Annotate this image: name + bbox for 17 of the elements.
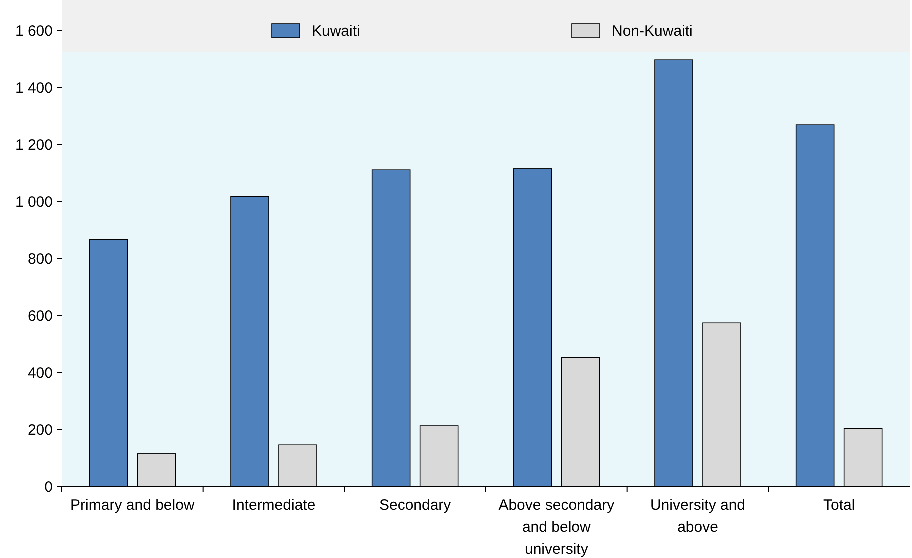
y-tick-label: 200	[28, 422, 53, 439]
y-tick-label: 400	[28, 365, 53, 382]
legend-label: Kuwaiti	[312, 23, 360, 40]
y-tick-label: 800	[28, 251, 53, 268]
y-tick-label: 1 400	[15, 80, 53, 97]
x-tick-label: Primary and below	[70, 497, 195, 514]
x-tick-label: University and above	[650, 497, 746, 536]
x-tick-label: Secondary	[379, 497, 452, 514]
y-tick-label: 1 600	[15, 23, 53, 40]
x-tick-label: Total	[823, 497, 856, 514]
x-tick-label: Above secondary and below university	[498, 497, 616, 558]
y-tick-label: 1 000	[15, 194, 53, 211]
y-tick-label: 1 200	[15, 137, 53, 154]
x-tick-label: Intermediate	[232, 497, 316, 514]
legend-label: Non-Kuwaiti	[612, 23, 693, 40]
y-tick-label: 0	[44, 479, 53, 496]
y-tick-label: 600	[28, 308, 53, 325]
